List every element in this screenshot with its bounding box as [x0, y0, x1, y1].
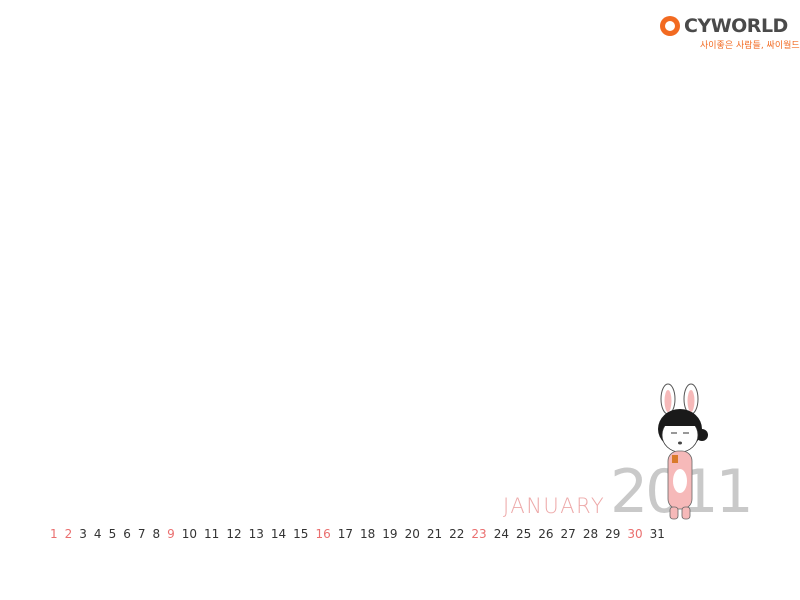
day-3: 3 [79, 527, 87, 541]
day-21: 21 [426, 527, 443, 541]
cyworld-logo: CYWORLD 사이좋은 사람들, 싸이월드 [660, 15, 800, 56]
day-27: 27 [560, 527, 576, 541]
day-6: 6 [123, 527, 131, 541]
day-29: 29 [605, 527, 621, 541]
day-2: 2 [64, 527, 73, 541]
day-4: 4 [93, 527, 102, 541]
logo-wordmark: CYWORLD [684, 15, 788, 37]
day-31: 31 [649, 527, 665, 541]
cyworld-smile-icon [660, 16, 680, 36]
day-22: 22 [449, 527, 465, 541]
logo-tagline: 사이좋은 사람들, 싸이월드 [700, 41, 800, 51]
day-18: 18 [360, 527, 376, 541]
day-19: 19 [382, 527, 398, 541]
day-23: 23 [471, 527, 487, 541]
month-label: JANUARY [503, 494, 606, 518]
day-26: 26 [538, 527, 554, 541]
day-14: 14 [270, 527, 287, 541]
day-1: 1 [50, 527, 58, 541]
day-24: 24 [493, 527, 509, 541]
day-17: 17 [337, 527, 354, 541]
day-15: 15 [293, 527, 309, 541]
day-20: 20 [404, 527, 420, 541]
day-13: 13 [248, 527, 264, 541]
day-8: 8 [152, 527, 161, 541]
day-11: 11 [204, 527, 220, 541]
day-5: 5 [108, 527, 117, 541]
day-10: 10 [181, 527, 198, 541]
day-25: 25 [515, 527, 532, 541]
day-7: 7 [137, 527, 146, 541]
day-28: 28 [582, 527, 599, 541]
day-30: 30 [627, 527, 643, 541]
day-9: 9 [167, 527, 175, 541]
day-12: 12 [226, 527, 242, 541]
bunny-costume-girl-illustration [658, 383, 708, 520]
days-row: 1 2 3 4 5 6 7 8 9 10 11 12 13 14 15 16 17 18 19 20 21 22 23 24 2… [50, 527, 672, 541]
day-16: 16 [315, 527, 331, 541]
